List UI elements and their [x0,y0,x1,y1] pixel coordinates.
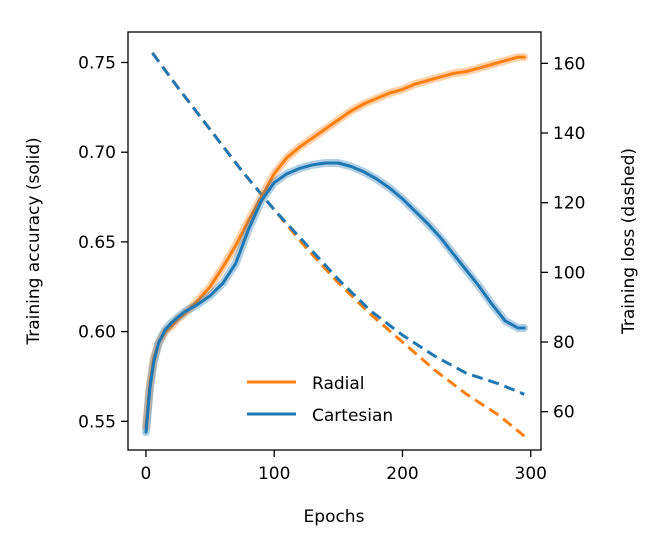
accuracy-line-cartesian [144,161,526,434]
right-axis-title: Training loss (dashed) [619,148,639,335]
left-tick-label-0.60: 0.60 [78,323,116,343]
loss-line-cartesian [151,52,525,396]
right-tick-label-80: 80 [553,333,575,353]
x-axis-title: Epochs [304,507,365,527]
right-tick-label-60: 60 [553,403,575,423]
ticks-layer: 0 100 200 300 0.55 0.60 0.65 0.70 0.75 60 80 100 120… [78,53,585,484]
left-tick-label-0.70: 0.70 [78,143,116,163]
right-tick-label-120: 120 [553,194,585,214]
x-tick-label-0: 0 [141,464,152,484]
x-tick-label-200: 200 [386,464,418,484]
legend: Radial Cartesian [247,374,393,426]
legend-label-radial: Radial [312,374,365,394]
accuracy-line-radial [144,55,526,429]
right-tick-label-140: 140 [553,124,585,144]
left-axis-title: Training accuracy (solid) [24,137,44,345]
plot-frame [127,31,542,451]
accuracy-band-radial [142,53,529,431]
right-tick-label-160: 160 [553,54,585,74]
x-tick-label-300: 300 [515,464,547,484]
x-tick-label-100: 100 [258,464,290,484]
left-tick-label-0.65: 0.65 [78,233,116,253]
series-layer [142,52,529,438]
left-tick-label-0.75: 0.75 [78,53,116,73]
right-tick-label-100: 100 [553,263,585,283]
legend-label-cartesian: Cartesian [312,406,393,426]
left-tick-label-0.55: 0.55 [78,412,116,432]
